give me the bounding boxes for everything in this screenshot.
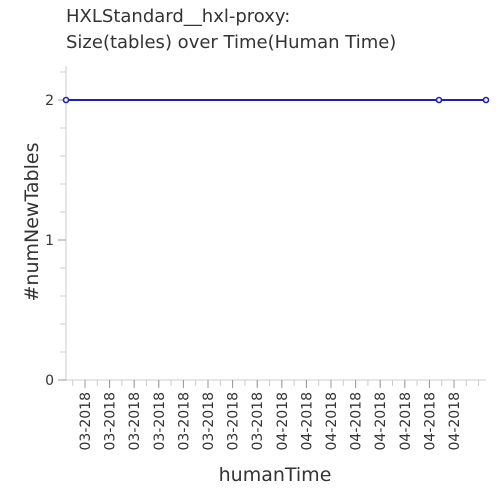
y-axis-label: #numNewTables xyxy=(21,143,43,302)
x-tick-label: 03-2018 xyxy=(176,392,192,451)
x-tick-label: 03-2018 xyxy=(152,392,168,451)
x-tick-label: 03-2018 xyxy=(78,392,94,451)
data-point xyxy=(435,96,443,104)
x-tick-label: 04-2018 xyxy=(373,392,389,451)
series-plot xyxy=(62,96,490,104)
y-tick-label: 2 xyxy=(45,93,54,109)
data-point xyxy=(482,96,490,104)
y-axis: 0 1 2 xyxy=(45,66,67,389)
x-tick-label: 03-2018 xyxy=(103,392,119,451)
y-tick-label: 0 xyxy=(45,373,54,389)
x-tick-label: 04-2018 xyxy=(398,392,414,451)
x-tick-label: 04-2018 xyxy=(299,392,315,451)
x-tick-label: 03-2018 xyxy=(226,392,242,451)
x-tick-label: 03-2018 xyxy=(201,392,217,451)
chart-title-line-1: HXLStandard__hxl-proxy: xyxy=(66,6,291,27)
data-point xyxy=(62,96,70,104)
x-tick-label: 04-2018 xyxy=(349,392,365,451)
x-tick-label: 03-2018 xyxy=(127,392,143,451)
x-tick-label: 04-2018 xyxy=(447,392,463,451)
x-tick-label: 03-2018 xyxy=(250,392,266,451)
x-tick-label: 04-2018 xyxy=(275,392,291,451)
x-axis: 03-2018 03-2018 03-2018 03-2018 03-2018 03-20… xyxy=(66,379,486,451)
chart-title-line-2: Size(tables) over Time(Human Time) xyxy=(66,32,397,53)
x-axis-label: humanTime xyxy=(219,464,332,486)
x-tick-label: 04-2018 xyxy=(324,392,340,451)
x-tick-label: 04-2018 xyxy=(422,392,438,451)
y-tick-label: 1 xyxy=(45,233,54,249)
